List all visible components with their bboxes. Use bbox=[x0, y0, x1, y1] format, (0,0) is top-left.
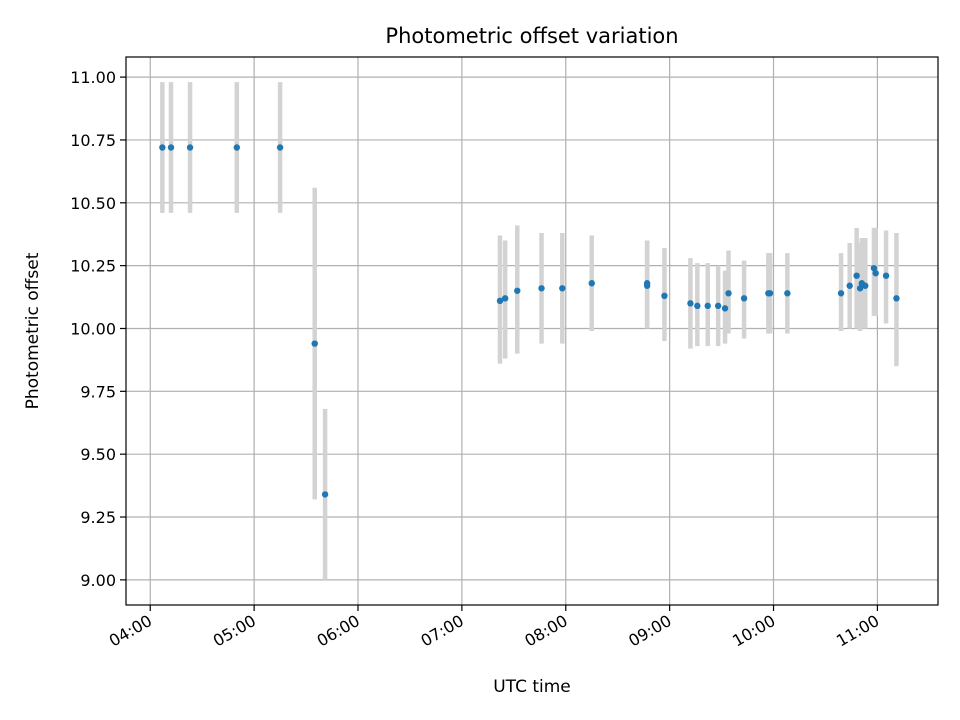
data-point bbox=[559, 285, 566, 292]
y-tick-label: 9.25 bbox=[80, 508, 116, 527]
data-point bbox=[186, 144, 194, 151]
x-tick-label: 05:00 bbox=[210, 611, 259, 651]
error-bars bbox=[160, 82, 899, 580]
x-tick-label: 10:00 bbox=[729, 611, 778, 651]
data-point bbox=[159, 144, 166, 151]
data-point bbox=[704, 302, 711, 310]
data-point bbox=[588, 280, 595, 287]
chart-title: Photometric offset variation bbox=[385, 24, 678, 48]
data-point bbox=[643, 280, 651, 287]
data-point bbox=[766, 290, 774, 297]
x-axis-label: UTC time bbox=[493, 677, 571, 697]
x-tick-label: 07:00 bbox=[417, 611, 466, 651]
data-point bbox=[846, 282, 853, 289]
x-tick-label: 06:00 bbox=[314, 611, 363, 651]
x-axis-ticks: 04:00 05:00 06:00 07:00 08:00 09:00 10:00 11:00 bbox=[106, 605, 882, 651]
data-point bbox=[740, 295, 748, 302]
grid bbox=[126, 57, 938, 605]
x-tick-label: 08:00 bbox=[521, 611, 570, 651]
data-point bbox=[856, 285, 864, 292]
data-point bbox=[687, 300, 694, 307]
data-point bbox=[167, 144, 175, 151]
x-tick-label: 04:00 bbox=[106, 611, 155, 651]
data-point bbox=[725, 290, 732, 297]
x-tick-label: 11:00 bbox=[833, 611, 882, 651]
data-points bbox=[159, 144, 900, 498]
data-point bbox=[784, 290, 791, 297]
plot-frame bbox=[125, 56, 939, 606]
data-point bbox=[853, 272, 860, 279]
data-point bbox=[311, 340, 318, 347]
data-point bbox=[514, 287, 521, 294]
y-tick-label: 11.00 bbox=[70, 68, 116, 87]
data-point bbox=[321, 491, 329, 498]
data-point bbox=[233, 144, 241, 151]
data-point bbox=[276, 144, 284, 151]
data-point bbox=[872, 269, 879, 277]
data-point bbox=[893, 295, 900, 302]
y-tick-label: 10.50 bbox=[70, 194, 116, 213]
y-tick-label: 10.00 bbox=[70, 319, 116, 338]
y-tick-label: 9.00 bbox=[80, 571, 116, 590]
data-point bbox=[538, 285, 545, 292]
y-tick-label: 10.75 bbox=[70, 131, 116, 150]
x-tick-label: 09:00 bbox=[625, 611, 674, 651]
y-axis-label: Photometric offset bbox=[23, 252, 43, 409]
y-tick-label: 9.75 bbox=[80, 382, 116, 401]
data-point bbox=[870, 264, 878, 272]
data-point bbox=[661, 292, 668, 300]
data-point bbox=[714, 302, 722, 310]
data-point bbox=[837, 290, 845, 297]
y-tick-label: 9.50 bbox=[80, 445, 116, 464]
data-point bbox=[882, 272, 890, 279]
data-point bbox=[694, 302, 701, 310]
data-point bbox=[501, 295, 509, 302]
data-point bbox=[721, 305, 729, 312]
data-point bbox=[496, 297, 504, 305]
data-point bbox=[862, 282, 869, 289]
y-axis-ticks: 9.00 9.25 9.50 9.75 10.00 10.25 10.50 10.75 11.0… bbox=[70, 68, 126, 590]
y-tick-label: 10.25 bbox=[70, 257, 116, 276]
